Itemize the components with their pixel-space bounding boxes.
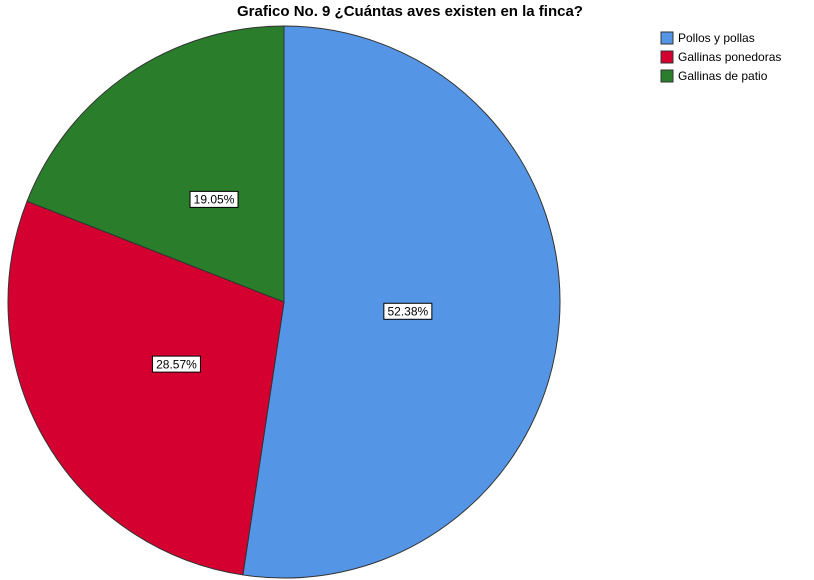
- pie-slice: [7, 200, 285, 576]
- legend-label: Pollos y pollas: [678, 31, 755, 45]
- chart-title: Grafico No. 9 ¿Cuántas aves existen en l…: [237, 3, 583, 20]
- legend-label: Gallinas de patio: [678, 69, 768, 83]
- pie-slice: [26, 25, 285, 303]
- data-label: 28.57%: [156, 357, 197, 371]
- pie-slice: [242, 25, 561, 579]
- legend-label: Gallinas ponedoras: [678, 50, 781, 64]
- label-box: [383, 302, 433, 320]
- data-label: 19.05%: [194, 193, 235, 207]
- data-label: 52.38%: [388, 304, 429, 318]
- legend-swatch: [660, 50, 674, 64]
- legend-swatch: [660, 69, 674, 83]
- label-box: [189, 190, 239, 208]
- legend-swatch: [660, 31, 674, 45]
- label-box: [151, 355, 201, 373]
